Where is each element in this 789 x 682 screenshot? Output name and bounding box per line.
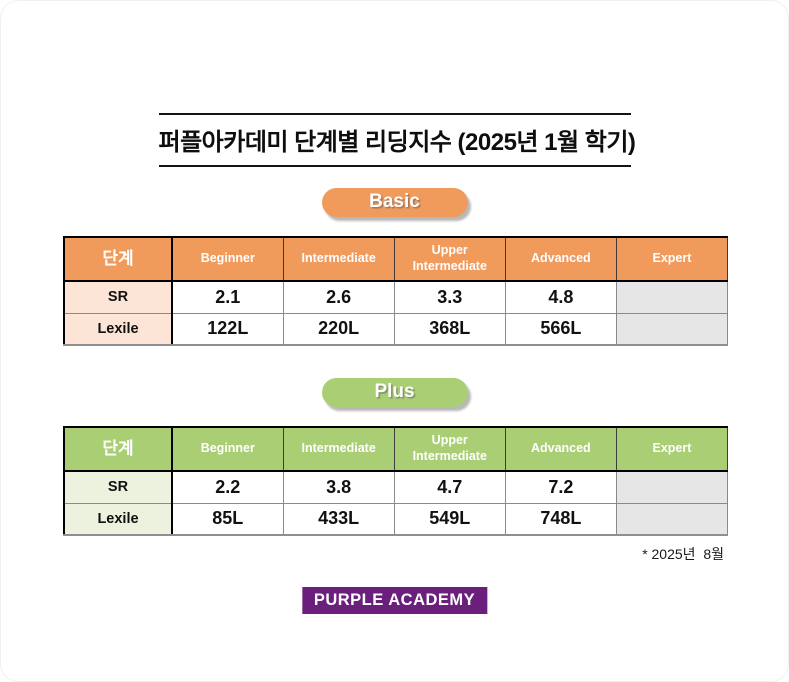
basic-cell-sr-upper-intermediate: 3.3 [393,280,506,314]
plus-column-header-advanced: Advanced [504,426,617,472]
basic-column-header-beginner: Beginner [171,236,284,282]
basic-column-header-advanced: Advanced [504,236,617,282]
basic-cell-sr-beginner: 2.1 [171,280,284,314]
basic-cell-sr-advanced: 4.8 [504,280,617,314]
plus-cell-sr-beginner: 2.2 [171,470,284,504]
plus-column-header-upper-intermediate: Upper Intermediate [393,426,506,472]
basic-column-header-intermediate: Intermediate [282,236,395,282]
basic-column-header-upper-intermediate: Upper Intermediate [393,236,506,282]
plus-levels-table: 단계 Beginner Intermediate Upper Intermediate… [63,426,729,536]
title-block: 퍼플아카데미 단계별 리딩지수 (2025년 1월 학기) [158,113,636,167]
purple-academy-logo: PURPLE ACADEMY [301,587,488,614]
basic-row-sr: SR 2.1 2.6 3.3 4.8 [63,280,729,314]
plus-column-header-expert: Expert [615,426,729,472]
basic-level-badge: Basic [321,188,468,217]
basic-cell-lexile-upper-intermediate: 368L [393,312,506,346]
plus-column-header-beginner: Beginner [171,426,284,472]
plus-cell-lexile-upper-intermediate: 549L [393,502,506,536]
plus-cell-sr-intermediate: 3.8 [282,470,395,504]
basic-cell-lexile-advanced: 566L [504,312,617,346]
plus-cell-lexile-intermediate: 433L [282,502,395,536]
basic-level-column-header: 단계 [63,236,173,282]
plus-table-header-row: 단계 Beginner Intermediate Upper Intermediate… [63,426,729,472]
plus-cell-lexile-beginner: 85L [171,502,284,536]
plus-row-label-sr: SR [63,470,173,504]
basic-row-label-lexile: Lexile [63,312,173,346]
basic-cell-sr-intermediate: 2.6 [282,280,395,314]
plus-cell-sr-expert [615,470,729,504]
basic-cell-lexile-expert [615,312,729,346]
plus-column-header-intermediate: Intermediate [282,426,395,472]
plus-cell-lexile-expert [615,502,729,536]
basic-table-header-row: 단계 Beginner Intermediate Upper Intermediate… [63,236,729,282]
basic-column-header-expert: Expert [615,236,729,282]
date-footnote: * 2025년 8월 [642,546,724,562]
basic-cell-lexile-intermediate: 220L [282,312,395,346]
plus-level-badge: Plus [321,378,468,407]
plus-level-column-header: 단계 [63,426,173,472]
plus-cell-sr-upper-intermediate: 4.7 [393,470,506,504]
basic-cell-sr-expert [615,280,729,314]
basic-row-label-sr: SR [63,280,173,314]
basic-row-lexile: Lexile 122L 220L 368L 566L [63,312,729,346]
page-title: 퍼플아카데미 단계별 리딩지수 (2025년 1월 학기) [158,113,636,167]
plus-cell-lexile-advanced: 748L [504,502,617,536]
plus-row-lexile: Lexile 85L 433L 549L 748L [63,502,729,536]
basic-cell-lexile-beginner: 122L [171,312,284,346]
plus-cell-sr-advanced: 7.2 [504,470,617,504]
plus-row-sr: SR 2.2 3.8 4.7 7.2 [63,470,729,504]
basic-levels-table: 단계 Beginner Intermediate Upper Intermediate… [63,236,729,346]
plus-row-label-lexile: Lexile [63,502,173,536]
